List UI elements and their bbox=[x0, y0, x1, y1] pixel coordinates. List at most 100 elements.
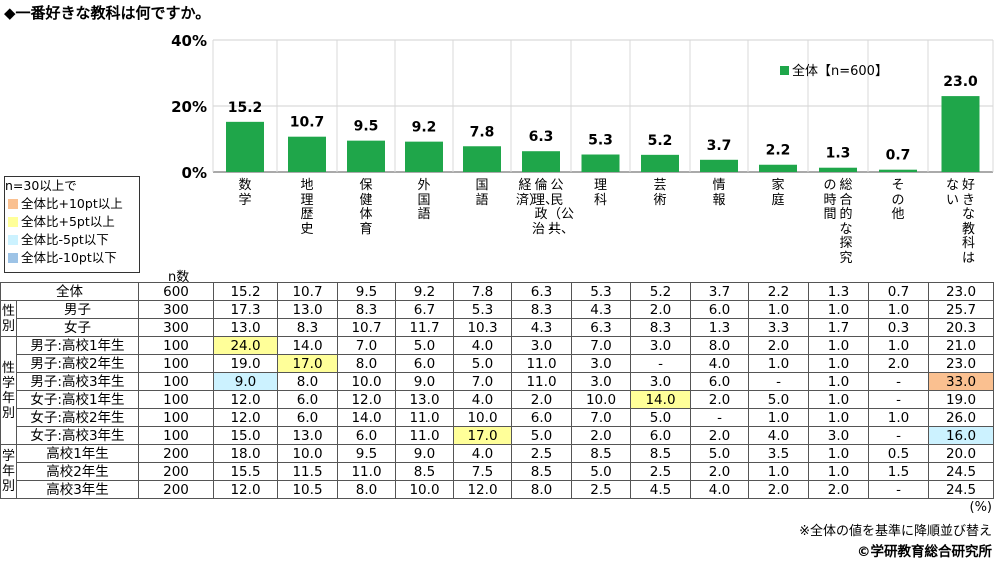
table-cell: 3.0 bbox=[630, 372, 691, 391]
table-cell: - bbox=[748, 372, 809, 391]
table-cell: 10.3 bbox=[453, 318, 512, 337]
table-cell: 2.5 bbox=[511, 444, 572, 463]
table-cell: 1.7 bbox=[808, 318, 869, 337]
table-cell: 4.0 bbox=[453, 390, 512, 409]
category-label: 公民（公共、 bbox=[548, 178, 575, 237]
table-cell: 6.0 bbox=[277, 408, 338, 427]
table-cell: 19.0 bbox=[928, 390, 994, 409]
table-cell: 7.8 bbox=[453, 282, 512, 301]
row-label: 男子:高校2年生 bbox=[16, 354, 139, 373]
bar bbox=[759, 164, 797, 172]
row-group-label: 学年別 bbox=[0, 444, 17, 499]
table-cell: 11.0 bbox=[395, 426, 454, 445]
table-cell: - bbox=[630, 354, 691, 373]
table-cell: 0.5 bbox=[868, 444, 929, 463]
table-cell: 4.0 bbox=[748, 426, 809, 445]
table-cell: 24.0 bbox=[213, 336, 278, 355]
table-cell: 14.0 bbox=[277, 336, 338, 355]
table-row: 女子:高校1年生 100 12.0 6.0 12.0 13.0 4.0 2.0 10.0 14.0… bbox=[1, 390, 994, 409]
table-cell: 5.2 bbox=[630, 282, 691, 301]
row-group-label: 性学年別 bbox=[0, 336, 17, 445]
percent-unit: (%) bbox=[969, 500, 993, 515]
table-cell: 1.0 bbox=[868, 408, 929, 427]
table-cell: 18.0 bbox=[213, 444, 278, 463]
table-cell: 5.0 bbox=[690, 444, 749, 463]
table-cell: 4.5 bbox=[630, 480, 691, 499]
category-label: 地理歴史 bbox=[300, 178, 314, 237]
table-cell: 12.0 bbox=[213, 390, 278, 409]
table-cell: 8.3 bbox=[277, 318, 338, 337]
n-value: 100 bbox=[138, 426, 214, 445]
table-cell: 3.0 bbox=[630, 336, 691, 355]
table-cell: 1.0 bbox=[868, 336, 929, 355]
table-cell: 10.0 bbox=[395, 480, 454, 499]
row-label: 高校2年生 bbox=[16, 462, 139, 481]
table-cell: 2.2 bbox=[748, 282, 809, 301]
table-cell: 8.5 bbox=[571, 444, 631, 463]
n-value: 100 bbox=[138, 390, 214, 409]
table-row: 男子:高校3年生 100 9.0 8.0 10.0 9.0 7.0 11.0 3.0 3.0 6.0… bbox=[1, 372, 994, 391]
bar bbox=[700, 159, 738, 172]
table-cell: 17.3 bbox=[213, 300, 278, 319]
table-cell: 3.3 bbox=[748, 318, 809, 337]
bar bbox=[288, 136, 326, 172]
table-cell: 23.0 bbox=[928, 354, 994, 373]
chart-title: ◆一番好きな教科は何ですか。 bbox=[4, 4, 211, 22]
table-row: 女子 300 13.0 8.3 10.7 11.7 10.3 4.3 6.3 8.3 1.3 3.3 1… bbox=[1, 318, 994, 337]
data-table: 全体 600 15.2 10.7 9.5 9.2 7.8 6.3 5.3 5.2 3.7 2.2 1.3… bbox=[0, 282, 994, 499]
category-label: 経済） bbox=[516, 178, 543, 208]
table-cell: 12.0 bbox=[453, 480, 512, 499]
table-cell: 13.0 bbox=[213, 318, 278, 337]
table-cell: 6.3 bbox=[511, 282, 572, 301]
table-cell: 1.0 bbox=[748, 300, 809, 319]
table-cell: 16.0 bbox=[928, 426, 994, 445]
bar-chart: 40% 20% 0% 15.2 10.7 9.5 9.2 7.8 6.3 5.3 5.2 3.7 2.… bbox=[171, 32, 994, 182]
data-label: 5.3 bbox=[588, 133, 613, 149]
table-cell: 2.0 bbox=[808, 480, 869, 499]
table-cell: - bbox=[868, 480, 929, 499]
y-tick-label: 20% bbox=[171, 98, 207, 116]
table-row: 性別 男子 300 17.3 13.0 8.3 6.7 5.3 8.3 4.3 2.0 6.0 1.0 1… bbox=[0, 300, 994, 337]
table-cell: 17.0 bbox=[277, 354, 338, 373]
table-cell: 17.0 bbox=[453, 426, 512, 445]
category-label: 保健体育 bbox=[359, 178, 373, 237]
bar bbox=[581, 154, 620, 172]
category-label: 総合的な探究 bbox=[839, 178, 853, 266]
highlight-swatch bbox=[8, 199, 18, 209]
n-value: 200 bbox=[138, 480, 214, 499]
table-cell: 9.5 bbox=[337, 444, 396, 463]
table-cell: 1.0 bbox=[808, 390, 869, 409]
table-cell: 4.0 bbox=[453, 336, 512, 355]
table-cell: 11.7 bbox=[395, 318, 454, 337]
row-label: 高校3年生 bbox=[16, 480, 139, 499]
table-cell: 13.0 bbox=[395, 390, 454, 409]
table-cell: 9.5 bbox=[337, 282, 396, 301]
data-label: 10.7 bbox=[290, 115, 325, 131]
n-column-header: n数 bbox=[168, 270, 190, 285]
table-cell: 7.0 bbox=[571, 408, 631, 427]
table-cell: 15.5 bbox=[213, 462, 278, 481]
table-cell: 8.3 bbox=[630, 318, 691, 337]
table-cell: 2.0 bbox=[690, 426, 749, 445]
table-cell: 14.0 bbox=[337, 408, 396, 427]
table-cell: 8.0 bbox=[511, 480, 572, 499]
highlight-legend-item: 全体比+10pt以上 bbox=[5, 195, 139, 213]
table-cell: 8.5 bbox=[511, 462, 572, 481]
category-label: 情報 bbox=[712, 178, 726, 208]
category-label: 数学 bbox=[238, 178, 252, 208]
y-axis-ticks: 40% 20% 0% bbox=[171, 32, 207, 182]
table-cell: 24.5 bbox=[928, 480, 994, 499]
row-label: 女子:高校3年生 bbox=[16, 426, 139, 445]
table-cell: 3.5 bbox=[748, 444, 809, 463]
table-cell: 6.0 bbox=[630, 426, 691, 445]
table-cell: - bbox=[868, 426, 929, 445]
table-cell: 3.7 bbox=[690, 282, 749, 301]
table-cell: 19.0 bbox=[213, 354, 278, 373]
table-cell: 2.0 bbox=[690, 462, 749, 481]
highlight-legend-item: 全体比-5pt以下 bbox=[5, 231, 139, 249]
table-cell: 23.0 bbox=[928, 282, 994, 301]
table-cell: 12.0 bbox=[337, 390, 396, 409]
table-row: 性学年別 男子:高校1年生 100 24.0 14.0 7.0 5.0 4.0 3.0 7.0 3.… bbox=[0, 336, 994, 445]
highlight-legend-item: 全体比+5pt以上 bbox=[5, 213, 139, 231]
n-value: 200 bbox=[138, 444, 214, 463]
